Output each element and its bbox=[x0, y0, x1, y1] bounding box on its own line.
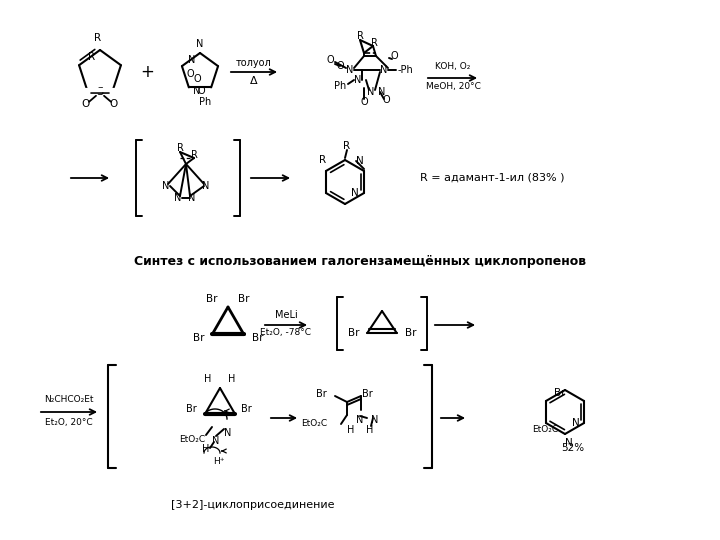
Text: N: N bbox=[189, 193, 196, 203]
Text: O: O bbox=[197, 86, 205, 96]
Text: MeOH, 20°C: MeOH, 20°C bbox=[426, 83, 480, 91]
Text: O: O bbox=[360, 97, 368, 107]
Text: R: R bbox=[88, 52, 94, 62]
Text: N: N bbox=[212, 436, 220, 446]
Text: R: R bbox=[343, 141, 351, 151]
Text: EtO₂C: EtO₂C bbox=[301, 420, 327, 429]
Text: N: N bbox=[354, 75, 361, 85]
Text: N: N bbox=[372, 415, 379, 425]
Text: Br: Br bbox=[206, 294, 217, 304]
Text: N: N bbox=[174, 193, 181, 203]
Text: Ph: Ph bbox=[334, 81, 346, 91]
Text: H: H bbox=[202, 444, 210, 454]
Text: N: N bbox=[356, 156, 364, 166]
Text: R: R bbox=[320, 155, 327, 165]
Text: Br: Br bbox=[193, 333, 204, 343]
Text: Δ: Δ bbox=[250, 76, 258, 86]
Text: N: N bbox=[378, 87, 386, 97]
Text: R: R bbox=[371, 38, 377, 48]
Text: R: R bbox=[356, 31, 364, 41]
Text: Ph: Ph bbox=[199, 97, 211, 107]
Text: N₂CHCO₂Et: N₂CHCO₂Et bbox=[44, 395, 94, 404]
Text: Синтез с использованием галогензамещённых циклопропенов: Синтез с использованием галогензамещённы… bbox=[134, 255, 586, 268]
Text: R: R bbox=[191, 150, 197, 160]
Text: O: O bbox=[194, 75, 201, 84]
Text: N: N bbox=[197, 39, 204, 49]
Text: толуол: толуол bbox=[236, 58, 272, 68]
Text: Br: Br bbox=[361, 389, 372, 399]
Text: S: S bbox=[96, 87, 104, 97]
Text: N: N bbox=[351, 188, 359, 198]
Text: H⁺: H⁺ bbox=[213, 457, 225, 467]
Text: KOH, O₂: KOH, O₂ bbox=[436, 63, 471, 71]
Text: R: R bbox=[176, 143, 184, 153]
Text: N: N bbox=[162, 181, 170, 191]
Text: Et₂O, 20°C: Et₂O, 20°C bbox=[45, 417, 93, 427]
Text: MeLi: MeLi bbox=[274, 310, 297, 320]
Text: O: O bbox=[326, 55, 334, 65]
Text: O: O bbox=[336, 61, 344, 71]
Text: O: O bbox=[186, 69, 194, 79]
Text: N: N bbox=[346, 65, 354, 75]
Text: Br: Br bbox=[405, 328, 416, 338]
Text: Br: Br bbox=[252, 333, 264, 343]
Text: -Ph: -Ph bbox=[398, 65, 414, 75]
Text: EtO₂C: EtO₂C bbox=[179, 435, 205, 443]
Text: H: H bbox=[347, 425, 355, 435]
Text: EtO₂C: EtO₂C bbox=[532, 424, 558, 434]
Text: N: N bbox=[565, 438, 573, 448]
Text: +: + bbox=[140, 63, 154, 81]
Text: N: N bbox=[356, 415, 364, 425]
Text: H: H bbox=[204, 374, 212, 384]
Text: Br: Br bbox=[316, 389, 327, 399]
Text: [3+2]-циклоприсоединение: [3+2]-циклоприсоединение bbox=[171, 500, 335, 510]
Text: Br: Br bbox=[348, 328, 359, 338]
Text: Br: Br bbox=[554, 388, 566, 398]
Text: N: N bbox=[367, 87, 374, 97]
Text: N: N bbox=[188, 55, 196, 65]
Text: N: N bbox=[572, 418, 580, 428]
Text: H: H bbox=[366, 425, 374, 435]
Text: Br: Br bbox=[186, 403, 197, 414]
Text: O: O bbox=[382, 95, 390, 105]
Text: Br: Br bbox=[241, 403, 252, 414]
Text: N: N bbox=[380, 65, 387, 75]
Text: O: O bbox=[82, 99, 90, 109]
Text: N: N bbox=[225, 428, 232, 438]
Text: O: O bbox=[110, 99, 118, 109]
Text: N: N bbox=[193, 86, 200, 96]
Text: R: R bbox=[94, 33, 102, 43]
Text: H: H bbox=[228, 374, 235, 384]
Text: 52%: 52% bbox=[562, 443, 585, 453]
Text: N: N bbox=[202, 181, 210, 191]
Text: O: O bbox=[390, 51, 398, 61]
Text: R = адамант-1-ил (83% ): R = адамант-1-ил (83% ) bbox=[420, 173, 564, 183]
Text: Et₂O, -78°C: Et₂O, -78°C bbox=[261, 328, 312, 338]
Text: Br: Br bbox=[238, 294, 250, 304]
